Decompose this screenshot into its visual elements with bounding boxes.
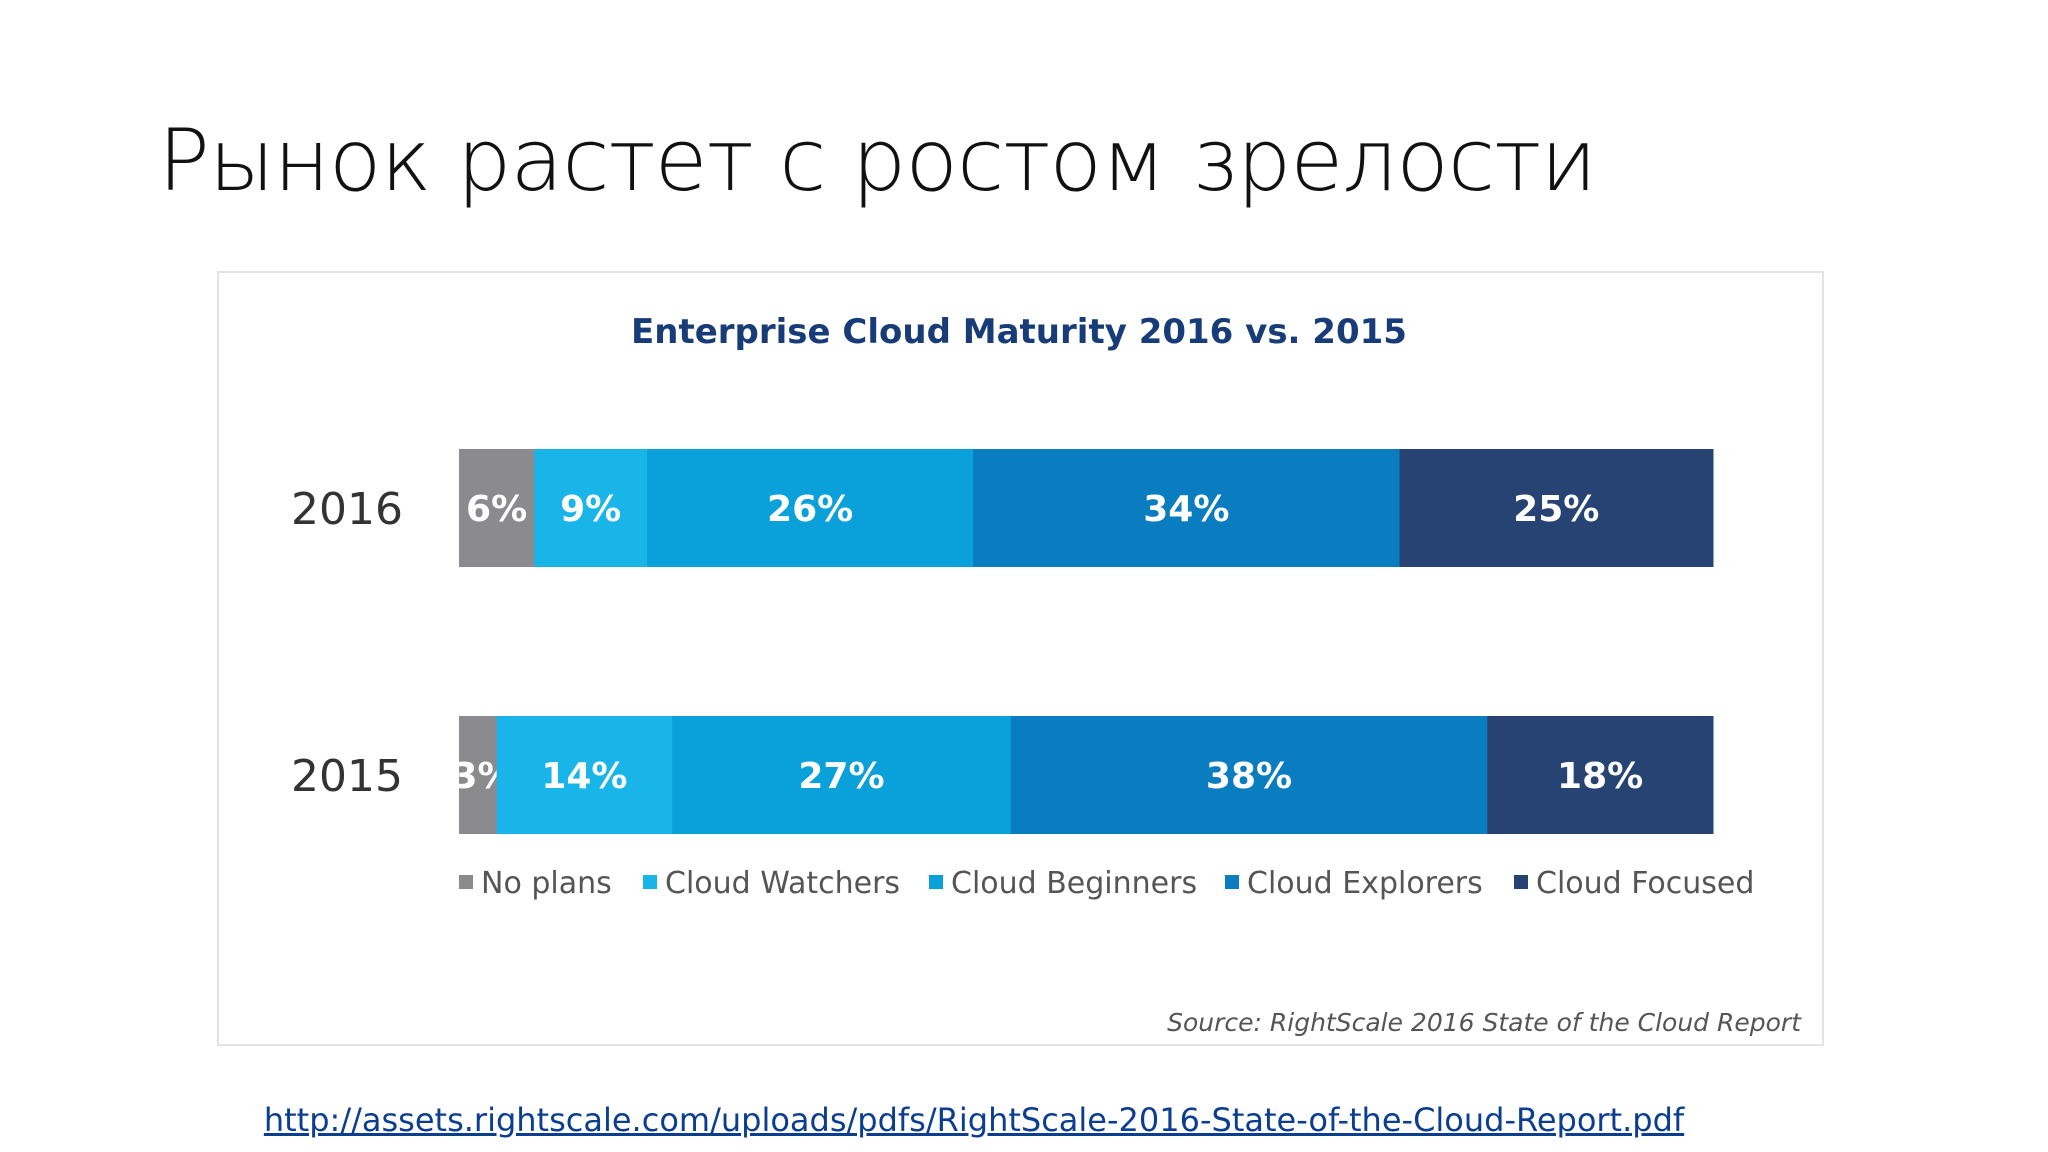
data-label-2015-cloud-explorers: 38% bbox=[1206, 756, 1292, 797]
bar-2016-no-plans bbox=[459, 449, 535, 567]
legend-swatch-cloud-explorers bbox=[1225, 875, 1239, 889]
legend-label-cloud-explorers: Cloud Explorers bbox=[1247, 866, 1483, 901]
legend-label-no-plans: No plans bbox=[481, 866, 612, 901]
legend-swatch-cloud-watchers bbox=[643, 875, 657, 889]
legend-label-cloud-focused: Cloud Focused bbox=[1536, 866, 1754, 901]
legend-swatch-cloud-beginners bbox=[929, 875, 943, 889]
slide-title: Рынок растет с ростом зрелости bbox=[158, 111, 1597, 211]
legend-swatch-no-plans bbox=[459, 875, 473, 889]
bar-2015-cloud-watchers bbox=[496, 716, 673, 834]
data-label-2015-cloud-beginners: 27% bbox=[798, 756, 884, 797]
data-label-2015-cloud-watchers: 14% bbox=[541, 756, 627, 797]
legend: No plans Cloud Watchers Cloud Beginners Clo… bbox=[459, 866, 1754, 901]
bar-2016-cloud-watchers bbox=[534, 449, 648, 567]
year-label-2015: 2015 bbox=[291, 751, 403, 802]
data-label-2016-cloud-explorers: 34% bbox=[1143, 489, 1229, 530]
chart-figure: Enterprise Cloud Maturity 2016 vs. 2015 … bbox=[217, 271, 1824, 1046]
bar-2015-cloud-beginners bbox=[672, 716, 1012, 834]
data-label-2016-cloud-beginners: 26% bbox=[767, 489, 853, 530]
legend-label-cloud-watchers: Cloud Watchers bbox=[665, 866, 900, 901]
legend-label-cloud-beginners: Cloud Beginners bbox=[951, 866, 1197, 901]
data-label-2015-cloud-focused: 18% bbox=[1557, 756, 1643, 797]
bar-2016-cloud-explorers bbox=[973, 449, 1400, 567]
bars-group: 2016 6% 9% 26% 34% 25%2015 3% 14% 27% 38% 18% bbox=[291, 449, 1714, 834]
chart-title: Enterprise Cloud Maturity 2016 vs. 2015 bbox=[631, 312, 1407, 352]
data-label-2016-cloud-focused: 25% bbox=[1513, 489, 1599, 530]
source-link[interactable]: http://assets.rightscale.com/uploads/pdf… bbox=[263, 1101, 1685, 1139]
data-label-2016-cloud-watchers: 9% bbox=[560, 489, 621, 530]
bar-2015-no-plans bbox=[459, 716, 498, 834]
chart-svg: Enterprise Cloud Maturity 2016 vs. 2015 … bbox=[291, 312, 1802, 1037]
legend-swatch-cloud-focused bbox=[1514, 875, 1528, 889]
bar-2015-cloud-focused bbox=[1487, 716, 1714, 834]
bar-2015-cloud-explorers bbox=[1010, 716, 1488, 834]
bar-2016-cloud-focused bbox=[1399, 449, 1714, 567]
data-label-2016-no-plans: 6% bbox=[466, 489, 527, 530]
year-label-2016: 2016 bbox=[291, 484, 403, 535]
bar-2016-cloud-beginners bbox=[647, 449, 974, 567]
chart-source: Source: RightScale 2016 State of the Clo… bbox=[1167, 1008, 1802, 1037]
